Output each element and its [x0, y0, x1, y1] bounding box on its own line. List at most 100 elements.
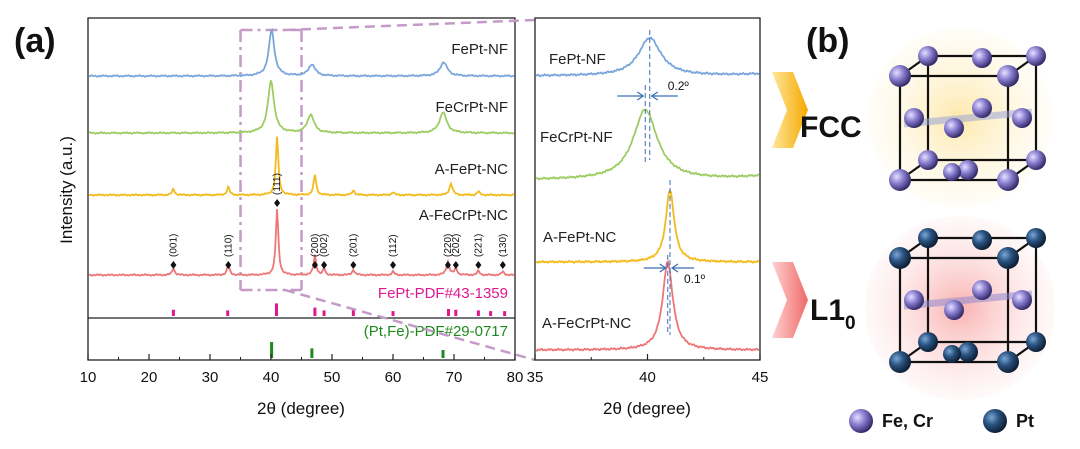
panel-a-label: (a) — [14, 22, 56, 60]
zoom-region-markers — [239, 28, 303, 292]
main-x-ticks: 10 20 30 40 50 60 70 80 — [80, 354, 524, 386]
main-x-axis-label: 2θ (degree) — [257, 399, 345, 418]
main-xtick-label-30: 30 — [202, 369, 219, 386]
chevron-fcc-icon — [772, 72, 808, 148]
zoom-xrd-plot: 35 40 45 0.2º 0.1º FePt-NF FeCrPt-NF A-FePt… — [527, 17, 769, 418]
annotation-shift-01: 0.1º — [684, 272, 706, 286]
face-atom-left — [904, 290, 924, 310]
corner-atom-back-1 — [1026, 46, 1046, 66]
phase-l10-main: L1 — [810, 294, 845, 327]
hkl-labels-group: (001) (110) (111) (200)(002) (201) (112) (220)… — [168, 173, 509, 269]
hkl-marker-002 — [321, 261, 328, 269]
zoom-label-a-fept-nc: A-FePt-NC — [543, 229, 617, 246]
zoom-label-fecrpt-nf: FeCrPt-NF — [540, 129, 613, 146]
corner-atom-back-0 — [918, 228, 938, 248]
reference-patterns-group — [171, 303, 507, 358]
label-fept-nf: FePt-NF — [451, 41, 508, 58]
zoom-series-fept-nf — [535, 36, 760, 78]
main-y-axis-label: Intensity (a.u.) — [57, 136, 76, 244]
face-atom-top — [972, 230, 992, 250]
face-atom-back — [972, 280, 992, 300]
corner-atom-back-0 — [918, 46, 938, 66]
arrow-left-02 — [617, 91, 645, 101]
zoom-series-a-fept-nc — [535, 188, 760, 265]
hkl-marker-001 — [170, 261, 177, 269]
arrow-right-02 — [650, 91, 678, 101]
annotation-shift-02: 0.2º — [668, 79, 690, 93]
panel-b-label: (b) — [806, 22, 849, 60]
phase-l10-sub: 0 — [845, 313, 856, 334]
hkl-label-111: (111) — [272, 173, 283, 195]
arrow-left-01 — [643, 263, 667, 273]
label-ref-ptfe-pdf: (Pt,Fe)-PDF#29-0717 — [364, 323, 508, 340]
hkl-marker-130 — [499, 261, 506, 269]
corner-atom-back-3 — [918, 150, 938, 170]
legend-fe-cr-label: Fe, Cr — [882, 411, 933, 431]
main-xtick-label-50: 50 — [324, 369, 341, 386]
face-atom-left — [904, 108, 924, 128]
label-fecrpt-nf: FeCrPt-NF — [436, 99, 509, 116]
hkl-label-221: (221) — [473, 234, 484, 257]
zoom-plot-frame — [534, 17, 761, 361]
face-atom-bottom-front — [943, 163, 961, 181]
zoom-x-ticks: 35 40 45 — [527, 354, 769, 386]
corner-atom-back-2 — [1026, 332, 1046, 352]
corner-atom-back-2 — [1026, 150, 1046, 170]
face-atom-front — [944, 118, 964, 138]
hkl-label-220: (220) — [443, 234, 454, 257]
zoom-xtick-label-45: 45 — [752, 369, 769, 386]
fcc-unit-cell — [889, 46, 1046, 191]
face-atom-bottom — [958, 342, 978, 362]
zoom-connector-bottom — [284, 288, 536, 362]
l10-unit-cell — [889, 228, 1046, 373]
face-atom-front — [944, 300, 964, 320]
main-series-group — [88, 27, 515, 277]
corner-atom-front-1 — [997, 65, 1019, 87]
hkl-label-001: (001) — [168, 234, 179, 257]
hkl-label-110: (110) — [223, 234, 234, 257]
corner-atom-front-2 — [997, 169, 1019, 191]
phase-l10: L10 — [810, 294, 856, 334]
zoom-annotations: 0.2º 0.1º — [617, 30, 706, 335]
hkl-marker-112 — [390, 261, 396, 269]
zoom-series-group — [535, 36, 760, 352]
hkl-label-201: (201) — [348, 234, 359, 257]
hkl-marker-221 — [475, 261, 482, 269]
zoom-label-fept-nf: FePt-NF — [549, 51, 606, 68]
hkl-marker-202 — [452, 261, 459, 269]
phase-fcc: FCC — [800, 111, 862, 144]
main-xtick-label-80: 80 — [507, 369, 524, 386]
hkl-label-130: (130) — [498, 234, 509, 257]
hkl-label-200: (200) — [310, 234, 321, 257]
main-series-fecrpt-nf — [88, 80, 515, 135]
zoom-label-a-fecrpt-nc: A-FeCrPt-NC — [542, 315, 631, 332]
corner-atom-front-3 — [889, 351, 911, 373]
cell-mid-plane — [903, 108, 1033, 128]
hkl-label-002: (002) — [319, 234, 330, 257]
main-xtick-label-20: 20 — [141, 369, 158, 386]
hkl-marker-220 — [444, 261, 451, 269]
face-atom-bottom — [958, 160, 978, 180]
face-atom-right — [1012, 290, 1032, 310]
zoom-xtick-label-35: 35 — [527, 369, 544, 386]
zoom-series-fecrpt-nf — [535, 108, 760, 181]
main-series-fept-nf — [89, 27, 515, 78]
hkl-label-202: (202) — [451, 234, 462, 257]
arrow-right-01 — [670, 263, 694, 273]
hkl-marker-201 — [350, 261, 357, 269]
main-xrd-plot: (001) (110) (111) (200)(002) (201) (112) (220)… — [57, 17, 524, 418]
label-a-fept-nc: A-FePt-NC — [435, 161, 509, 178]
label-a-fecrpt-nc: A-FeCrPt-NC — [419, 207, 508, 224]
panel-b-structures: FCC L10 Fe, Cr Pt — [772, 28, 1055, 433]
corner-atom-front-3 — [889, 169, 911, 191]
legend-fe-cr-icon — [849, 409, 873, 433]
corner-atom-back-1 — [1026, 228, 1046, 248]
zoom-x-axis-label: 2θ (degree) — [603, 399, 691, 418]
corner-atom-front-0 — [889, 65, 911, 87]
chevron-l10-icon — [772, 262, 808, 338]
legend-pt-icon — [983, 409, 1007, 433]
main-series-a-fept-nc — [88, 136, 515, 197]
zoom-series-a-fecrpt-nc — [535, 260, 760, 352]
face-atom-bottom-front — [943, 345, 961, 363]
